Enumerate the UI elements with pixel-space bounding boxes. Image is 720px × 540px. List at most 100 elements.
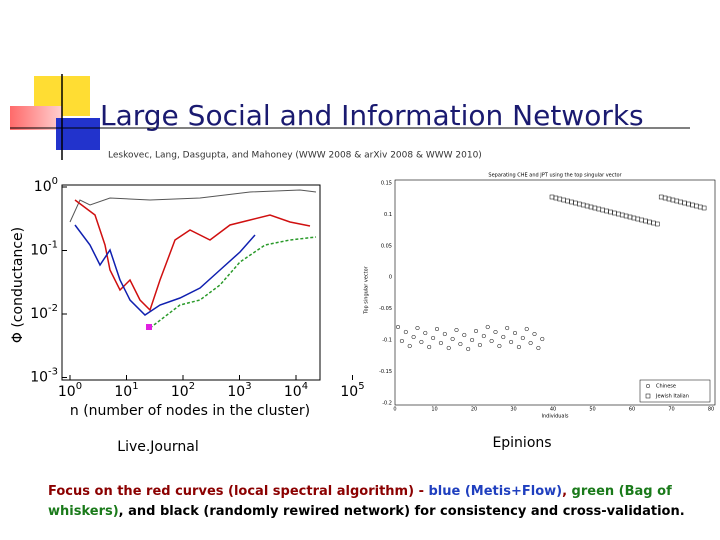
- tick-base: 10: [114, 384, 132, 400]
- point: [528, 340, 533, 346]
- right-ticks: 0.150.10.050-0.05-0.1-0.15-0.20 10 20 30 40 5…: [379, 181, 714, 413]
- footer-segment: , and black (randomly rewired network) f…: [118, 504, 685, 519]
- left-x-label: n (number of nodes in the cluster): [70, 403, 310, 419]
- legend-entry: Chinese: [656, 384, 676, 390]
- point: [580, 202, 586, 208]
- tick-exp: 1: [132, 381, 138, 392]
- tick-exp: 3: [245, 381, 251, 392]
- point: [686, 201, 691, 207]
- right-y-label: Top singular vector: [364, 265, 370, 314]
- deco-blue: [56, 118, 100, 150]
- tick-label: 100: [34, 176, 58, 195]
- tick-label: 50: [589, 407, 595, 413]
- point: [565, 198, 570, 204]
- point: [561, 197, 566, 203]
- point: [431, 335, 436, 341]
- point: [485, 324, 490, 330]
- point: [512, 330, 518, 336]
- point: [540, 336, 545, 342]
- legend-circle: [645, 383, 651, 389]
- point: [608, 209, 613, 215]
- point: [697, 204, 703, 210]
- point: [619, 212, 625, 218]
- black-curve: [69, 189, 317, 223]
- tick-label: 10-1: [30, 240, 58, 259]
- point: [627, 214, 633, 220]
- tick-exp: 0: [76, 381, 82, 392]
- tick-label: -0.05: [379, 306, 392, 312]
- point: [662, 195, 668, 201]
- point: [411, 334, 416, 340]
- tick-label: 30: [510, 407, 516, 413]
- point: [532, 331, 537, 337]
- point: [458, 341, 463, 347]
- point: [466, 346, 471, 352]
- point: [612, 210, 617, 216]
- tick-label: -0.2: [382, 400, 392, 406]
- right-x-label: Individuals: [542, 414, 569, 420]
- tick-exp: -1: [48, 240, 58, 251]
- point: [501, 334, 506, 340]
- tick-label: -0.1: [382, 338, 392, 344]
- point: [423, 330, 428, 336]
- point: [473, 328, 479, 334]
- tick-label: 100: [58, 381, 82, 400]
- point: [524, 326, 529, 332]
- footer-segment: green (Bag of whiskers): [48, 484, 672, 519]
- point: [438, 340, 443, 346]
- min-marker: [146, 324, 152, 330]
- legend-entry: Jewish Italian: [655, 394, 689, 400]
- point: [635, 216, 641, 222]
- point: [678, 199, 683, 205]
- point: [415, 325, 420, 331]
- point: [623, 213, 629, 219]
- tick-base: 10: [30, 306, 48, 322]
- point: [655, 221, 660, 227]
- legend-square: [645, 393, 651, 399]
- point: [577, 201, 582, 207]
- point: [666, 196, 672, 202]
- point: [470, 337, 475, 343]
- point: [596, 206, 602, 212]
- point: [600, 207, 605, 213]
- tick-label: 60: [629, 407, 635, 413]
- point: [450, 336, 455, 342]
- tick-label: 40: [550, 407, 556, 413]
- left-y-label: Φ (conductance): [10, 227, 26, 343]
- footer-segment: Focus on the red curves (local spectral …: [48, 484, 429, 499]
- point: [505, 325, 510, 331]
- footer: Focus on the red curves (local spectral …: [48, 482, 708, 522]
- point: [520, 335, 525, 341]
- tick-label: 102: [171, 381, 195, 400]
- point: [557, 196, 563, 202]
- point: [395, 324, 401, 330]
- point: [497, 343, 502, 349]
- point: [407, 343, 412, 349]
- right-title: Separating CHE and JPT using the top sin…: [488, 173, 622, 179]
- point: [670, 197, 676, 203]
- tick-label: 103: [227, 381, 251, 400]
- point: [651, 220, 656, 226]
- point: [419, 339, 424, 345]
- tick-exp: 0: [52, 176, 58, 187]
- title: Large Social and Information Networks: [100, 99, 644, 132]
- tick-exp: 5: [358, 381, 364, 392]
- point: [643, 218, 648, 224]
- green-curve: [149, 236, 317, 329]
- point: [434, 326, 440, 332]
- tick-label: 10-2: [30, 303, 58, 322]
- tick-label: 70: [668, 407, 674, 413]
- tick-label: 0.05: [381, 243, 392, 249]
- point: [658, 194, 664, 200]
- tick-label: 104: [284, 381, 308, 400]
- tick-base: 10: [284, 384, 302, 400]
- point: [516, 344, 521, 350]
- left-axes: [61, 184, 321, 381]
- tick-label: 0: [389, 275, 392, 281]
- point: [399, 338, 404, 344]
- point: [604, 208, 609, 214]
- tick-base: 10: [30, 243, 48, 259]
- scatter-points: [395, 194, 707, 352]
